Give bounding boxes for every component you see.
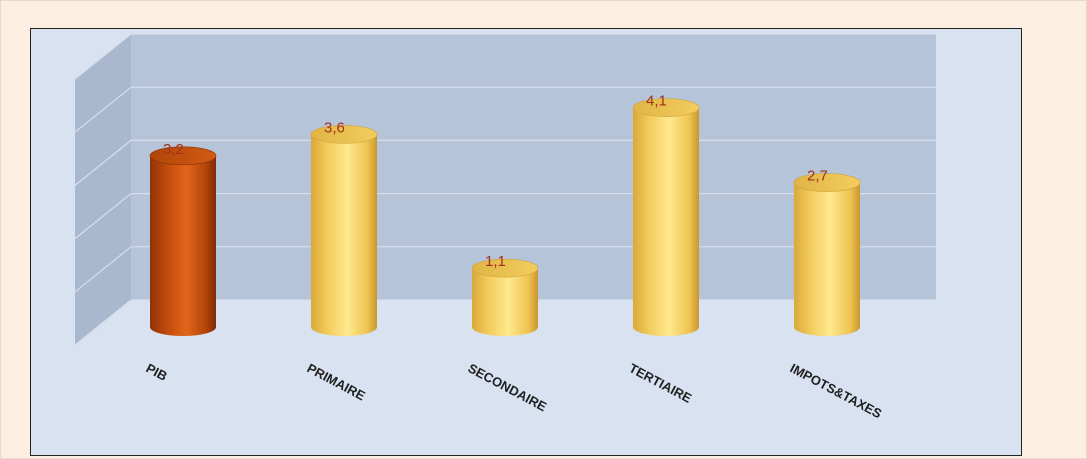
gridline-side — [74, 193, 132, 240]
bar-secondaire — [471, 258, 539, 336]
gridline-side — [74, 246, 132, 293]
category-label: IMPOTS&TAXES — [788, 360, 885, 421]
bar-chart: 3,2 3,6 1,1 4,1 2,7 PIB PRIMAIRE SECONDAIRE TERT… — [74, 33, 936, 422]
bar-top — [471, 258, 539, 278]
chart-side-wall — [75, 34, 131, 345]
gridline-side — [74, 299, 132, 346]
data-label: 3,6 — [324, 119, 345, 136]
data-label: 2,7 — [807, 168, 828, 185]
gridline-side — [74, 86, 132, 133]
bar-body — [150, 155, 216, 336]
bar-top — [793, 173, 861, 192]
bar-top — [149, 146, 217, 166]
bar-body — [311, 134, 377, 336]
bar-body — [633, 107, 699, 337]
bar-top — [632, 98, 700, 117]
bar-tertiaire — [632, 98, 700, 337]
bar-top — [310, 125, 378, 144]
chart-bars — [149, 98, 861, 337]
category-label: PIB — [144, 360, 170, 383]
chart-area: 3,2 3,6 1,1 4,1 2,7 PIB PRIMAIRE SECONDAIRE TERT… — [30, 28, 1022, 456]
bar-impots-taxes — [793, 173, 861, 336]
gridline-side — [74, 33, 132, 80]
category-label: SECONDAIRE — [466, 360, 550, 414]
data-label: 3,2 — [163, 141, 184, 158]
category-label: PRIMAIRE — [305, 360, 368, 403]
bar-pib — [149, 146, 217, 336]
bar-body — [472, 268, 538, 336]
data-label: 4,1 — [646, 93, 667, 110]
bar-body — [794, 182, 860, 336]
category-label: TERTIAIRE — [627, 360, 695, 406]
data-label: 1,1 — [485, 253, 506, 270]
gridline-side — [74, 139, 132, 186]
bar-primaire — [310, 125, 378, 336]
